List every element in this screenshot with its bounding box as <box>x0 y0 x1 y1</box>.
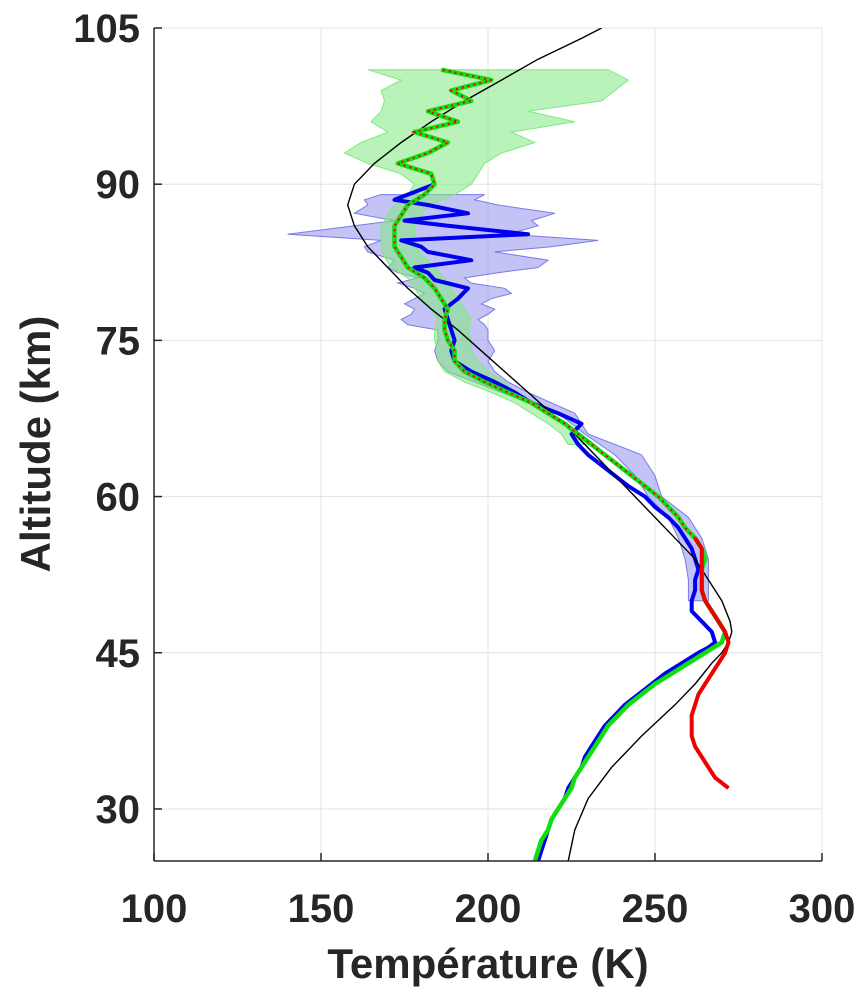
series-layer <box>287 28 733 861</box>
labels: Température (K) Altitude (km) <box>12 316 649 987</box>
blue-temperature-line <box>392 182 718 861</box>
blue-uncertainty-band <box>287 194 709 602</box>
x-tick-label: 300 <box>789 887 856 931</box>
y-tick-label: 90 <box>96 163 141 207</box>
x-tick-label: 100 <box>121 887 188 931</box>
y-tick-label: 75 <box>96 319 141 363</box>
red-dotted-temperature-line <box>393 68 696 539</box>
x-tick-label: 150 <box>288 887 355 931</box>
y-tick-label: 60 <box>96 476 141 520</box>
x-tick-label: 200 <box>455 887 522 931</box>
green-uncertainty-band <box>343 69 630 445</box>
axes: 100 150 200 250 300 30 45 60 75 90 105 <box>73 7 855 931</box>
y-tick-label: 45 <box>96 632 141 676</box>
x-axis-label: Température (K) <box>327 940 648 987</box>
y-tick-label: 105 <box>73 7 140 51</box>
y-axis-label: Altitude (km) <box>12 316 59 573</box>
x-tick-label: 250 <box>622 887 689 931</box>
red-temperature-line <box>689 537 731 790</box>
y-tick-label: 30 <box>96 788 141 832</box>
